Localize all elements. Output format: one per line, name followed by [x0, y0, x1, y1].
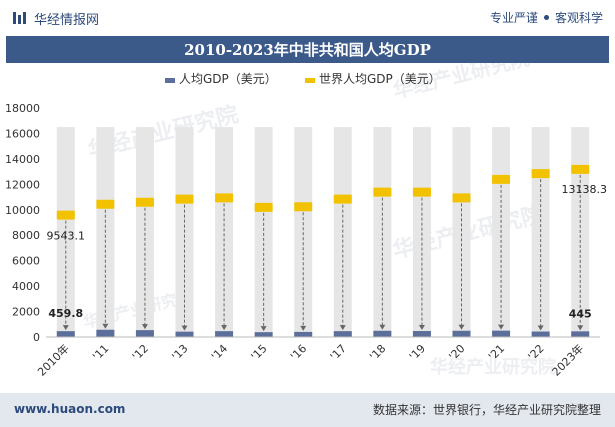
y-tick-label: 14000: [5, 153, 40, 166]
y-tick-label: 10000: [5, 204, 40, 217]
y-tick-label: 16000: [5, 127, 40, 140]
bar-per-capita: [294, 331, 313, 337]
background-bar: [215, 127, 234, 337]
marker-world: [333, 194, 352, 204]
data-label-world-last: 13138.3: [561, 183, 607, 196]
x-tick-label: '13: [169, 342, 190, 363]
connector-arrow-icon: [221, 325, 228, 331]
bar-per-capita: [571, 331, 590, 337]
x-tick-label: '11: [90, 342, 111, 363]
connector-arrow-icon: [260, 326, 267, 332]
marker-world: [56, 210, 75, 220]
separator-dot-icon: [543, 15, 549, 20]
marker-world: [452, 193, 471, 203]
bar-per-capita: [452, 330, 471, 337]
connector-arrow-icon: [498, 324, 505, 330]
y-tick-label: 8000: [12, 229, 40, 242]
connector-arrow-icon: [62, 325, 69, 331]
marker-world: [373, 187, 392, 197]
chart-title-bar: 2010-2023年中非共和国人均GDP: [6, 36, 609, 63]
chart-title: 2010-2023年中非共和国人均GDP: [184, 41, 431, 59]
marker-world: [492, 174, 511, 184]
top-bar: 华经情报网 专业严谨 客观科学: [0, 0, 615, 36]
x-tick-label: '18: [367, 342, 388, 363]
y-tick-label: 18000: [5, 102, 40, 115]
bar-per-capita: [373, 330, 392, 337]
bar-per-capita: [56, 331, 75, 337]
marker-world: [175, 194, 194, 204]
marker-world: [215, 193, 234, 203]
data-label-per-capita-last: 445: [569, 307, 592, 320]
bar-per-capita: [96, 329, 115, 337]
brand-name: 华经情报网: [34, 12, 100, 28]
chart-svg: 华经产业研究院华经产业研究院华经产业研究院华经产业研究院华经产业研究院人均GDP…: [5, 46, 607, 379]
bar-per-capita: [175, 331, 194, 337]
bar-per-capita: [492, 330, 511, 337]
brand-logo-icon: [13, 12, 26, 24]
y-tick-label: 4000: [12, 280, 40, 293]
x-tick-label: '15: [249, 342, 270, 363]
y-tick-label: 6000: [12, 255, 40, 268]
bar-per-capita: [135, 330, 154, 337]
bar-per-capita: [531, 331, 550, 337]
y-tick-label: 2000: [12, 306, 40, 319]
connector-arrow-icon: [339, 325, 346, 331]
marker-world: [531, 169, 550, 179]
tagline: 专业严谨 客观科学: [490, 9, 603, 26]
bar-per-capita: [412, 331, 431, 337]
watermark-text: 华经产业研究院: [430, 356, 556, 378]
marker-world: [254, 202, 273, 212]
footer-site[interactable]: www.huaon.com: [14, 402, 126, 416]
connector-arrow-icon: [537, 325, 544, 331]
background-bar: [254, 127, 273, 337]
legend-swatch-per-capita: [165, 78, 175, 83]
background-bar: [452, 127, 471, 337]
marker-world: [135, 197, 154, 207]
connector-arrow-icon: [181, 325, 188, 331]
marker-world: [294, 202, 313, 212]
background-bar: [412, 127, 431, 337]
connector-arrow-icon: [300, 325, 307, 331]
bar-per-capita: [254, 332, 273, 337]
tagline-right: 客观科学: [554, 11, 603, 25]
marker-world: [96, 199, 115, 209]
y-tick-label: 0: [33, 331, 40, 344]
legend-label-world: 世界人均GDP（美元）: [319, 72, 441, 86]
connector-arrow-icon: [577, 325, 584, 331]
footer-source: 数据来源：世界银行，华经产业研究院整理: [372, 403, 601, 417]
x-tick-label: '14: [209, 342, 230, 363]
background-bar: [294, 127, 313, 337]
background-bar: [373, 127, 392, 337]
connector-arrow-icon: [141, 324, 148, 330]
x-tick-label: '19: [407, 342, 428, 363]
data-label-world-first: 9543.1: [47, 230, 86, 243]
connector-arrow-icon: [418, 325, 425, 331]
connector-arrow-icon: [458, 324, 465, 330]
footer: www.huaon.com 数据来源：世界银行，华经产业研究院整理: [0, 393, 615, 427]
bar-per-capita: [215, 331, 234, 337]
x-tick-label: '16: [288, 342, 309, 363]
legend-swatch-world: [305, 78, 315, 83]
legend-label-per-capita: 人均GDP（美元）: [179, 72, 277, 86]
connector-arrow-icon: [102, 323, 109, 329]
marker-world: [571, 164, 590, 174]
x-tick-label: 2010年: [34, 341, 71, 378]
background-bar: [135, 127, 154, 337]
tagline-left: 专业严谨: [489, 11, 538, 25]
data-label-per-capita-first: 459.8: [48, 307, 83, 320]
x-tick-label: '17: [328, 342, 349, 363]
brand: 华经情报网: [12, 8, 99, 28]
x-tick-label: '12: [130, 342, 151, 363]
y-tick-label: 12000: [5, 178, 40, 191]
chart-area: 华经产业研究院华经产业研究院华经产业研究院华经产业研究院华经产业研究院人均GDP…: [0, 46, 615, 393]
bar-per-capita: [333, 331, 352, 337]
connector-arrow-icon: [379, 324, 386, 330]
marker-world: [412, 187, 431, 197]
